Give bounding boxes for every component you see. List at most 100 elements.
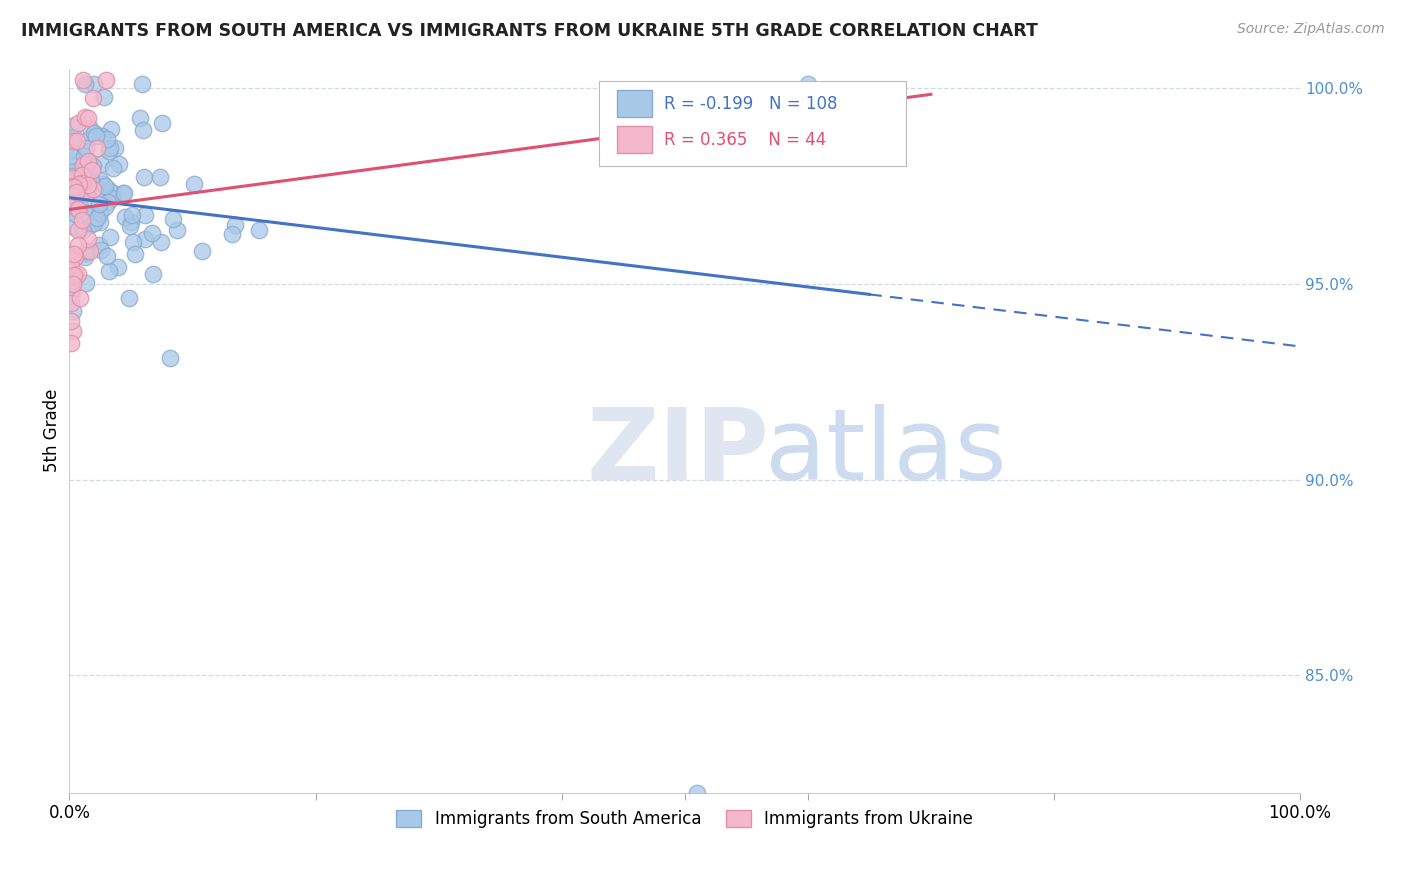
Point: [141, 227, 163, 241]
Point: [76, 206, 98, 220]
Point: [93, 178, 115, 193]
Point: [75, 246, 97, 260]
Point: [60, 274, 83, 288]
Point: [101, 191, 124, 205]
Point: [66, 202, 89, 216]
Point: [797, 77, 820, 91]
Point: [70, 168, 93, 182]
Point: [150, 116, 173, 130]
Point: [67, 237, 90, 252]
Point: [82, 159, 104, 173]
Point: [63, 250, 86, 264]
Point: [122, 235, 145, 250]
Point: [79, 219, 101, 233]
Point: [86, 141, 108, 155]
Point: [90, 243, 112, 257]
Point: [62, 170, 84, 185]
Point: [131, 77, 153, 91]
Point: [159, 351, 181, 366]
Point: [73, 206, 96, 220]
Point: [59, 172, 82, 186]
Point: [77, 112, 100, 126]
Point: [247, 223, 270, 237]
Point: [67, 195, 90, 210]
Point: [67, 202, 90, 217]
Point: [60, 169, 83, 183]
Point: [80, 163, 103, 178]
Point: [75, 246, 97, 260]
Point: [166, 223, 188, 237]
Point: [149, 170, 172, 185]
Point: [89, 173, 111, 187]
Point: [83, 216, 105, 230]
Legend: Immigrants from South America, Immigrants from Ukraine: Immigrants from South America, Immigrant…: [389, 804, 980, 835]
Point: [96, 73, 118, 87]
Point: [63, 179, 86, 194]
Point: [59, 314, 82, 328]
Text: ZIP: ZIP: [586, 404, 769, 500]
Point: [73, 173, 96, 187]
Point: [72, 176, 94, 190]
Point: [76, 133, 98, 147]
Point: [98, 183, 121, 197]
Point: [60, 285, 83, 300]
Point: [66, 223, 89, 237]
Point: [101, 186, 124, 201]
Point: [70, 182, 93, 196]
Point: [82, 91, 104, 105]
Point: [66, 134, 89, 148]
Point: [62, 219, 84, 234]
Point: [94, 200, 117, 214]
Point: [73, 174, 96, 188]
Point: [118, 219, 141, 233]
Point: [73, 161, 96, 176]
Point: [686, 786, 709, 800]
Point: [97, 144, 120, 158]
Point: [65, 186, 87, 200]
Point: [104, 140, 127, 154]
Point: [72, 158, 94, 172]
Point: [73, 77, 96, 91]
Point: [86, 211, 108, 225]
Text: atlas: atlas: [765, 404, 1007, 500]
Point: [89, 205, 111, 219]
Point: [67, 116, 90, 130]
Point: [63, 268, 86, 282]
Point: [65, 270, 87, 285]
Point: [98, 141, 121, 155]
Point: [124, 247, 146, 261]
Point: [132, 170, 155, 185]
Point: [65, 250, 87, 264]
Point: [107, 260, 129, 274]
Point: [70, 161, 93, 175]
Text: R = -0.199   N = 108: R = -0.199 N = 108: [664, 95, 838, 112]
Point: [83, 77, 105, 91]
Point: [59, 149, 82, 163]
Point: [83, 127, 105, 141]
Point: [190, 244, 212, 258]
FancyBboxPatch shape: [599, 81, 907, 166]
Point: [60, 188, 83, 202]
Point: [65, 167, 87, 181]
Point: [70, 213, 93, 227]
Point: [66, 202, 89, 217]
Bar: [617, 90, 651, 117]
Point: [93, 90, 115, 104]
Point: [76, 154, 98, 169]
Point: [79, 121, 101, 136]
Bar: [617, 126, 651, 153]
Point: [62, 144, 84, 158]
Point: [91, 177, 114, 191]
Text: Source: ZipAtlas.com: Source: ZipAtlas.com: [1237, 22, 1385, 37]
Point: [183, 178, 205, 192]
Point: [66, 208, 89, 222]
Point: [76, 244, 98, 258]
Text: IMMIGRANTS FROM SOUTH AMERICA VS IMMIGRANTS FROM UKRAINE 5TH GRADE CORRELATION C: IMMIGRANTS FROM SOUTH AMERICA VS IMMIGRA…: [21, 22, 1038, 40]
Point: [134, 232, 156, 246]
Point: [97, 194, 120, 209]
Point: [134, 208, 156, 222]
Point: [112, 186, 135, 201]
Point: [108, 157, 131, 171]
Point: [96, 132, 118, 146]
Point: [86, 128, 108, 143]
